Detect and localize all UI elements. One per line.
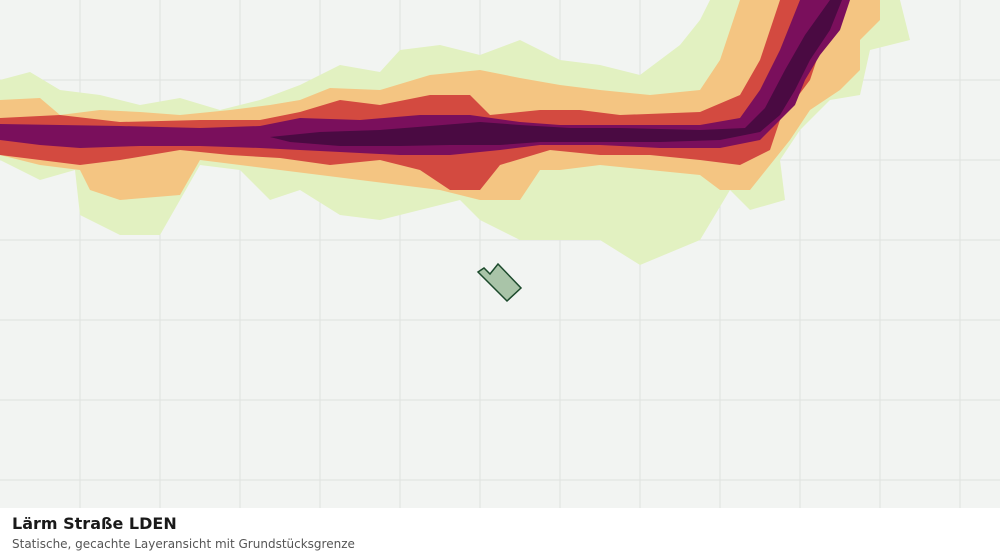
- noise-band-very-high: [0, 0, 850, 155]
- layer-title: Lärm Straße LDEN: [12, 514, 177, 533]
- layer-subtitle: Statische, gecachte Layeransicht mit Gru…: [12, 537, 355, 551]
- caption-panel: [0, 508, 1000, 560]
- noise-layer: [0, 0, 910, 265]
- parcel-boundary: [476, 262, 523, 303]
